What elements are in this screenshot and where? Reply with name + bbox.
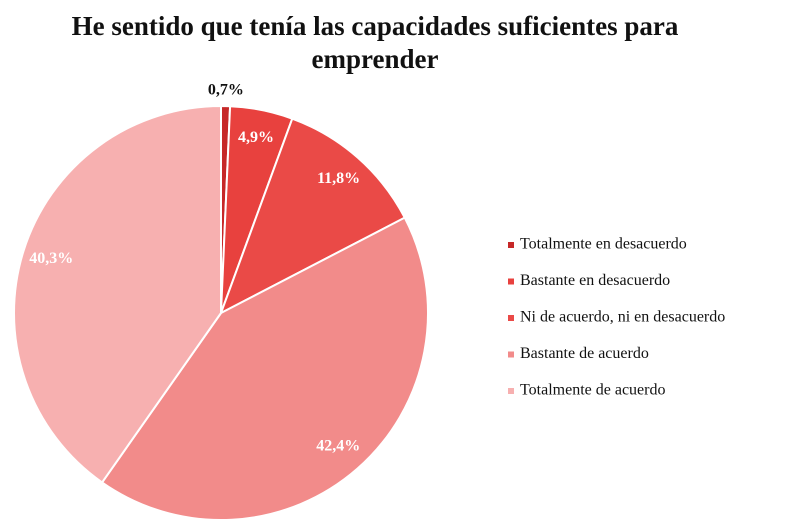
legend-marker: [508, 278, 514, 285]
data-label: 11,8%: [317, 170, 360, 187]
legend-label: Bastante de acuerdo: [520, 345, 649, 362]
data-label: 0,7%: [208, 82, 244, 99]
legend-label: Ni de acuerdo, ni en desacuerdo: [520, 309, 725, 326]
pie-slice: [100, 216, 429, 521]
legend-label: Totalmente de acuerdo: [520, 382, 665, 399]
data-label: 40,3%: [29, 250, 73, 267]
legend-marker: [508, 388, 514, 394]
legend-marker: [508, 242, 514, 248]
data-label: 42,4%: [316, 438, 360, 455]
chart-title: He sentido que tenía las capacidades suf…: [71, 11, 679, 74]
legend-marker: [508, 351, 514, 358]
legend-label: Totalmente en desacuerdo: [520, 236, 687, 253]
data-label: 4,9%: [238, 129, 274, 146]
pie-slice: [219, 117, 407, 316]
pie-slice: [13, 104, 222, 484]
legend-label: Bastante en desacuerdo: [520, 272, 670, 289]
legend-marker: [508, 315, 514, 321]
